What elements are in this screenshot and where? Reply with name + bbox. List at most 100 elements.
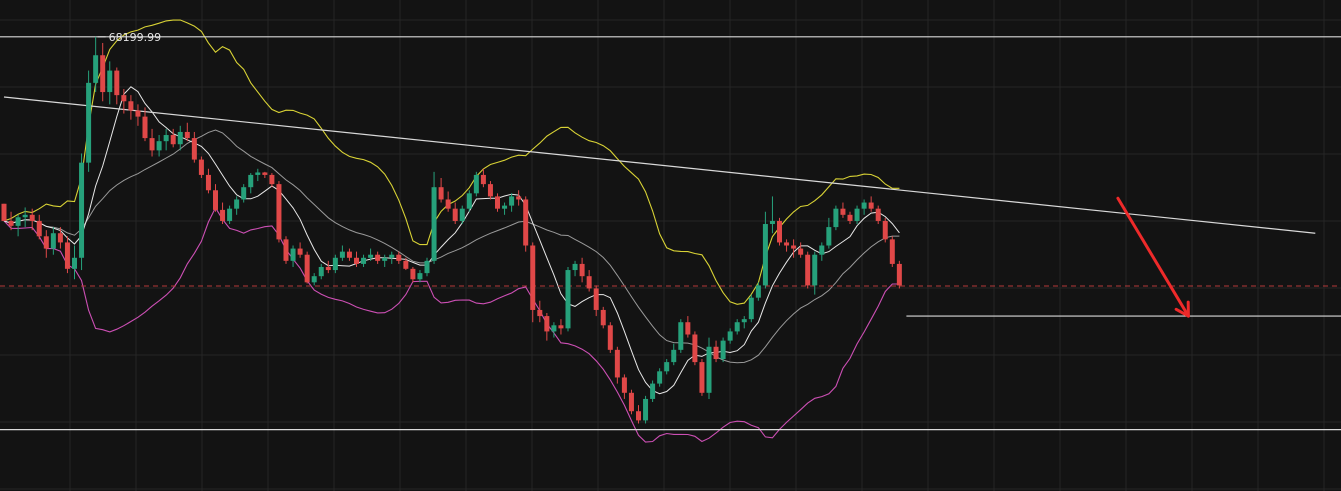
candle-body: [523, 199, 529, 246]
candle: [784, 239, 790, 252]
candle-body: [205, 174, 211, 191]
candle: [361, 254, 367, 267]
candle: [346, 248, 352, 261]
candle: [93, 36, 99, 93]
candle-body: [375, 254, 381, 261]
candle-body: [664, 362, 670, 372]
candle: [819, 242, 825, 261]
candle: [297, 242, 303, 258]
candle-body: [184, 131, 190, 139]
candle-body: [290, 248, 296, 261]
candle-body: [361, 257, 367, 264]
candle: [375, 251, 381, 264]
candle: [551, 322, 557, 338]
candles: [1, 36, 902, 424]
candle: [1, 203, 7, 221]
candle-body: [396, 254, 402, 261]
candle-body: [177, 131, 183, 145]
candle: [861, 199, 867, 215]
candle-body: [410, 268, 416, 280]
candle-body: [784, 242, 790, 246]
candle-body: [748, 297, 754, 320]
candle-body: [565, 270, 571, 329]
candle: [29, 208, 35, 231]
candle: [121, 88, 127, 114]
candle-body: [798, 248, 804, 255]
candle-body: [657, 371, 663, 384]
candle: [889, 236, 895, 267]
candle-body: [241, 187, 247, 200]
candle: [410, 266, 416, 283]
candle: [600, 306, 606, 329]
candle-body: [833, 208, 839, 228]
candle-body: [558, 325, 564, 329]
candle: [699, 359, 705, 396]
candle-body: [29, 214, 35, 221]
candle: [466, 190, 472, 212]
candle: [812, 251, 818, 295]
candle: [191, 131, 197, 163]
candle: [882, 217, 888, 243]
candle: [311, 273, 317, 286]
candle-body: [220, 209, 226, 221]
candle: [706, 337, 712, 399]
candle-body: [671, 349, 677, 363]
candle: [241, 184, 247, 203]
candle-body: [213, 190, 218, 210]
candle: [22, 207, 28, 228]
candle: [636, 405, 641, 424]
candle-body: [135, 110, 141, 117]
candle: [64, 236, 70, 274]
candle-body: [840, 208, 846, 215]
candle: [459, 205, 465, 225]
candle-body: [64, 242, 70, 269]
bollinger-upper-line: [3, 19, 900, 305]
candle-body: [382, 257, 388, 261]
candle: [283, 236, 289, 264]
candle-body: [114, 70, 120, 96]
candle-body: [537, 309, 543, 317]
candle: [643, 395, 649, 424]
candle-body: [262, 172, 268, 175]
candle: [255, 168, 261, 182]
candle-body: [79, 162, 85, 258]
candle: [318, 263, 324, 280]
candle: [473, 171, 479, 197]
candle: [149, 128, 155, 157]
candle-body: [777, 220, 782, 243]
candle-body: [93, 55, 99, 83]
candle: [579, 257, 585, 283]
candle: [480, 168, 486, 188]
candle-body: [304, 254, 310, 283]
candle-body: [191, 138, 197, 160]
candle: [509, 193, 515, 212]
candle-body: [318, 266, 324, 277]
candle-body: [600, 309, 606, 326]
candle: [607, 322, 613, 353]
candle: [220, 202, 226, 225]
candle-body: [43, 236, 49, 249]
candle-body: [530, 245, 536, 310]
candle-body: [100, 55, 106, 93]
candle-body: [713, 346, 719, 360]
candle-body: [248, 174, 254, 188]
candle-body: [487, 184, 493, 197]
candle-body: [368, 254, 374, 258]
candle: [36, 214, 42, 240]
candle: [748, 294, 754, 323]
candle-body: [283, 239, 289, 261]
candle: [417, 270, 423, 283]
candle-body: [311, 276, 317, 283]
candle: [368, 248, 374, 261]
candle-body: [1, 203, 7, 221]
candle: [15, 214, 21, 237]
candle: [798, 242, 804, 258]
candle: [43, 230, 49, 258]
candle-body: [276, 184, 282, 240]
candle-body: [727, 331, 733, 341]
candle: [107, 61, 113, 105]
candle-body: [466, 193, 472, 209]
candle-body: [607, 325, 613, 350]
candle-body: [149, 138, 155, 151]
